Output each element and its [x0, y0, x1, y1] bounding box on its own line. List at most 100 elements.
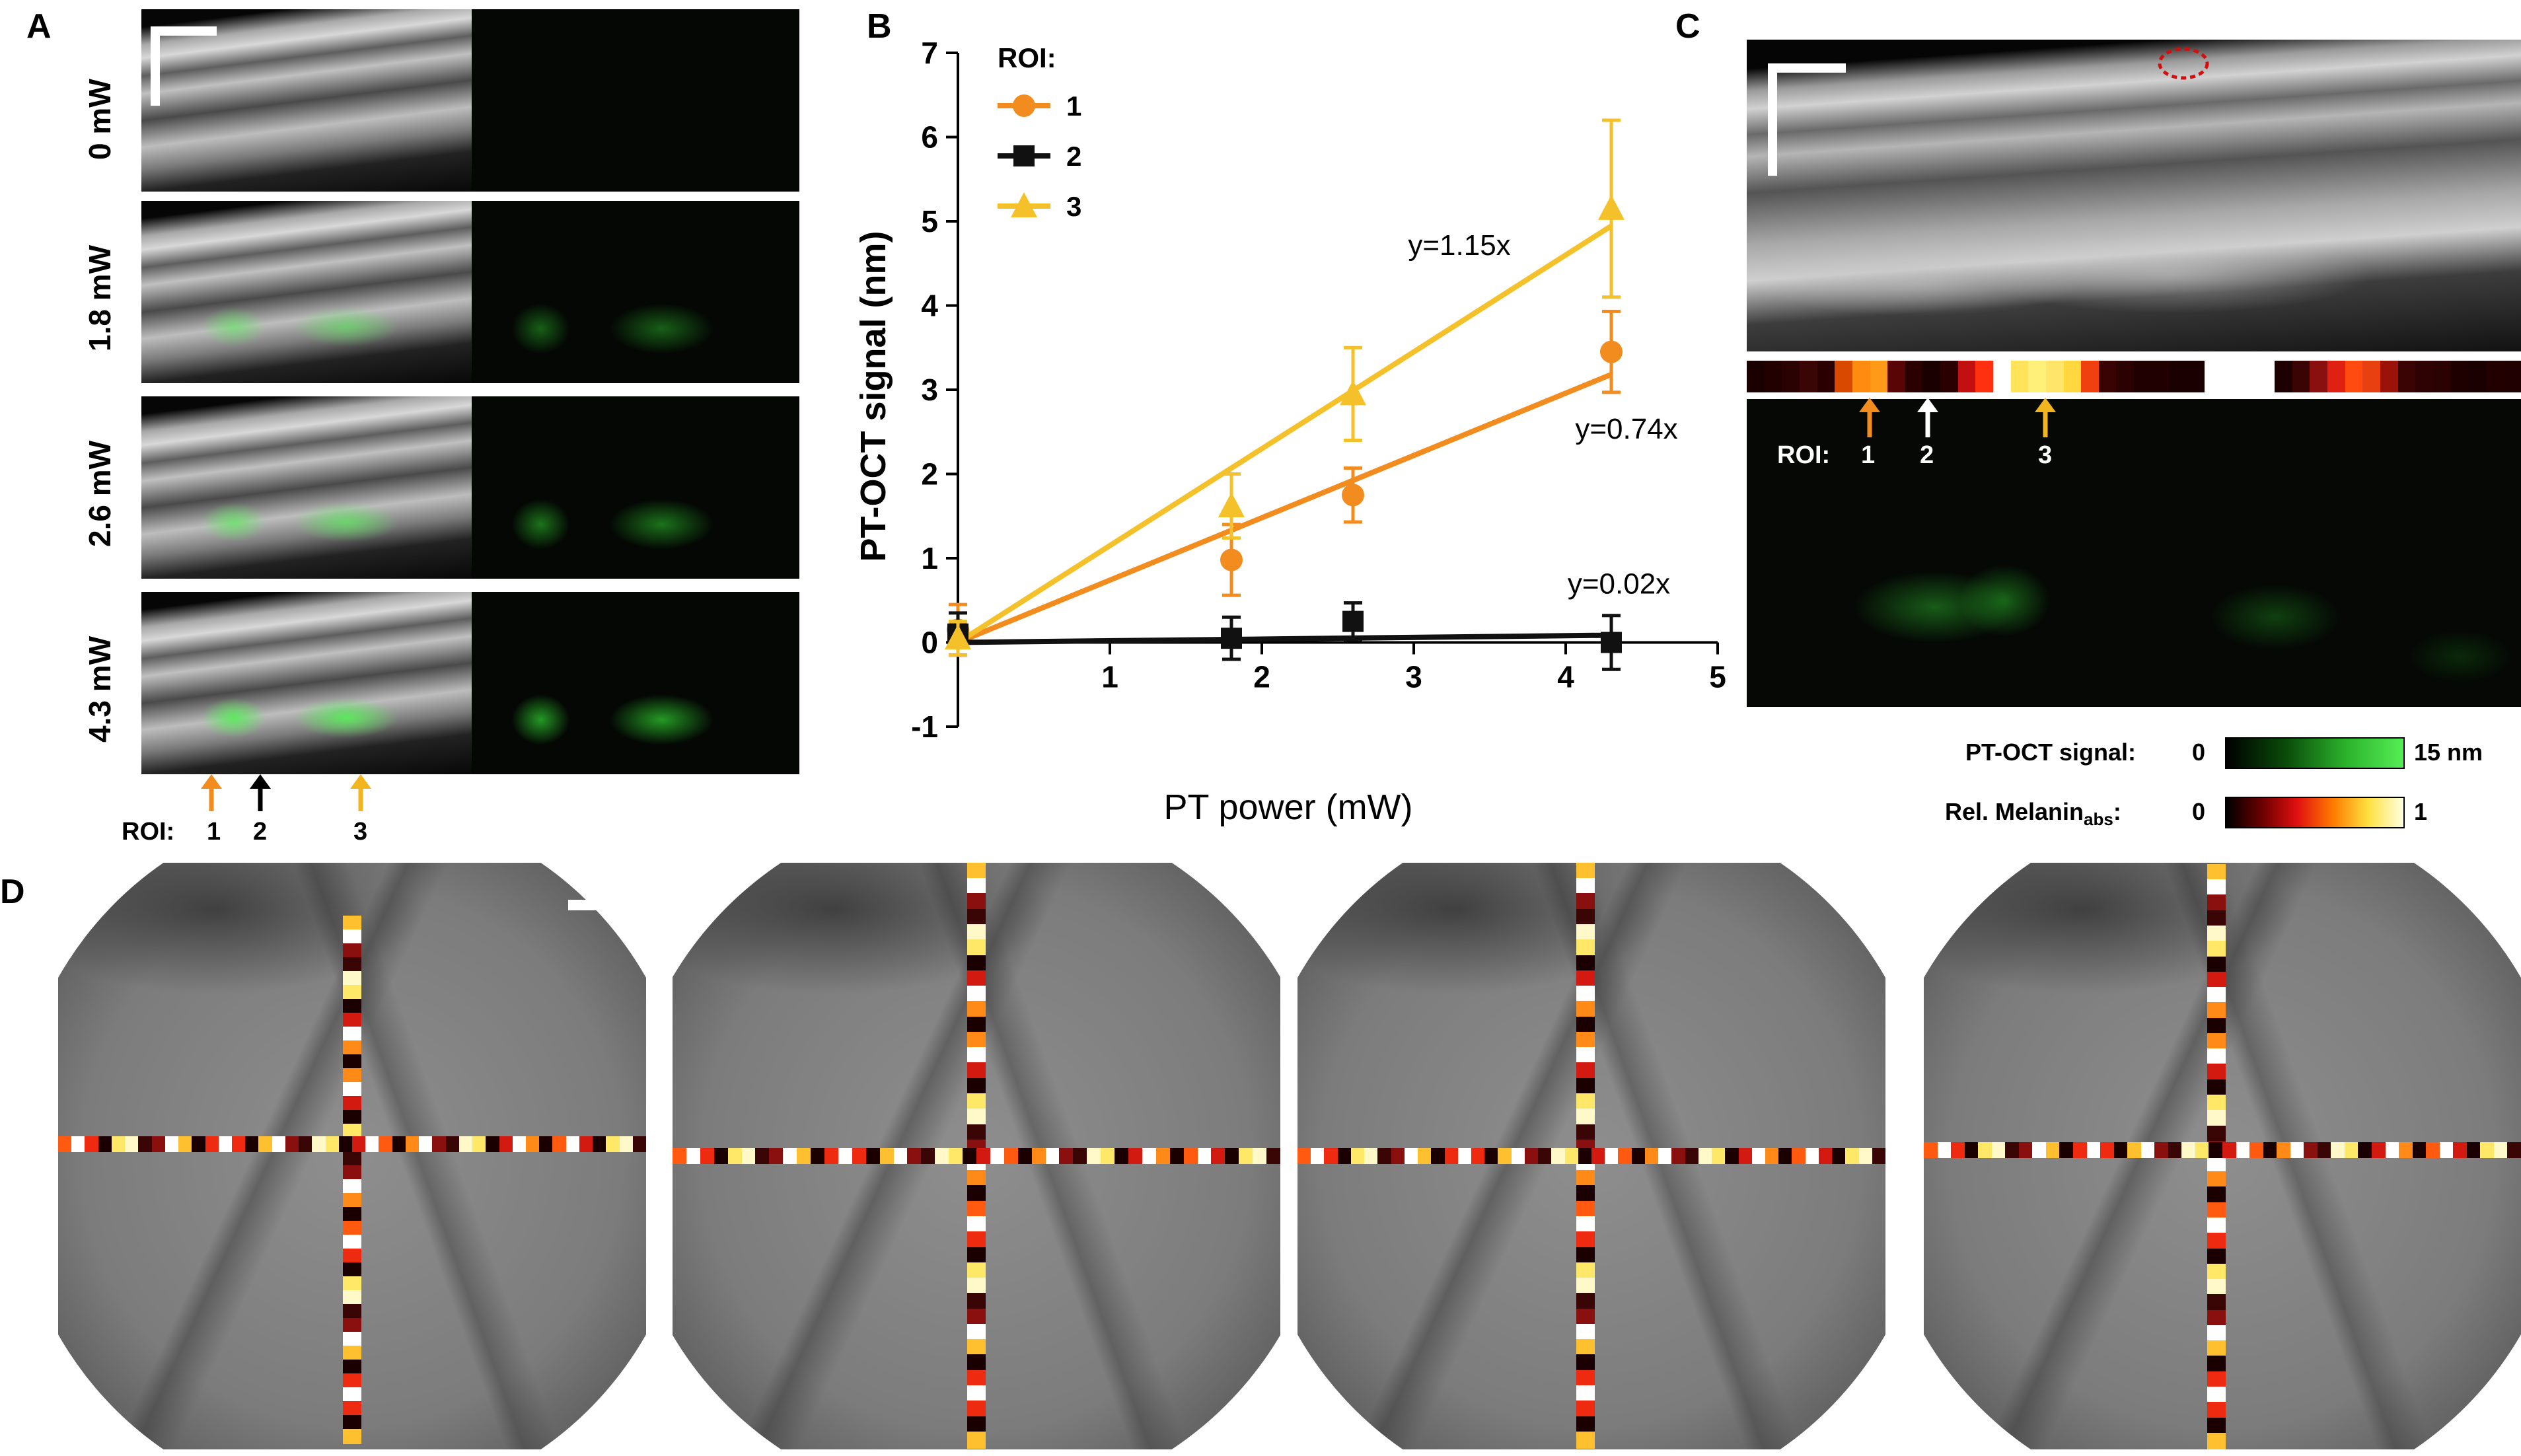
legend-entry-3: 3 [998, 191, 1081, 222]
x-tick-label: 2 [1253, 660, 1270, 694]
melanin-vertical-line [1576, 863, 1595, 1449]
oct-structural-image [141, 592, 472, 774]
y-tick-label: 2 [921, 457, 938, 491]
scale-bar [151, 26, 160, 106]
point-series-3 [1340, 346, 1366, 442]
ptoct-image [1747, 399, 2521, 707]
scale-bar [1768, 63, 1846, 73]
fundus-image [1924, 863, 2521, 1449]
roi-prefix: ROI: [1777, 441, 1831, 469]
ptoct-signal-image [472, 396, 799, 579]
x-tick-label: 4 [1557, 660, 1574, 694]
x-tick-label: 3 [1405, 660, 1422, 694]
scale-bar [1768, 63, 1777, 176]
roi-arrow [350, 774, 371, 811]
ptoct-signal-image [472, 201, 799, 383]
melanin-vertical-line [343, 916, 361, 1445]
oct-structural-image [141, 201, 472, 383]
legend-entry-2: 2 [998, 141, 1081, 172]
ptoct-signal-image [472, 592, 799, 774]
panel-c-label: C [1675, 7, 1700, 46]
ptoct-colorbar [2225, 737, 2405, 769]
panel-b-label: B [867, 7, 892, 46]
point-series-2 [1221, 615, 1242, 661]
melanin-strip [1747, 361, 2521, 392]
panel-a-roi-arrows [201, 774, 371, 811]
melanin-colorbar-min: 0 [2192, 798, 2206, 825]
legend-entry-1: 1 [998, 91, 1081, 122]
oct-structural-image [141, 9, 472, 192]
pt-power-label: 2.6 mW [83, 440, 117, 547]
melanin-colorbar-label: Rel. Melaninabs: [1945, 798, 2121, 830]
y-tick-label: 7 [921, 36, 938, 70]
panel-a-label: A [26, 7, 52, 46]
y-axis-label: PT-OCT signal (nm) [854, 231, 893, 562]
melanin-colorbar-max: 1 [2414, 798, 2428, 825]
x-tick-label: 5 [1709, 660, 1726, 694]
fit-label-series-3: y=1.15x [1408, 229, 1510, 262]
melanin-horizontal-line [1924, 1142, 2521, 1159]
roi-arrow [250, 774, 271, 811]
melanin-colorbar [2225, 797, 2405, 828]
panel-d-label: D [0, 873, 25, 911]
melanin-horizontal-line [673, 1148, 1280, 1164]
ptoct-colorbar-label: PT-OCT signal: [1965, 739, 2137, 766]
legend-label: 3 [1066, 191, 1081, 222]
point-series-1 [1220, 523, 1243, 597]
fundus-image [673, 863, 1280, 1449]
ptoct-signal-image [472, 9, 799, 192]
legend-label: 2 [1066, 141, 1081, 172]
oct-bscan-image [1747, 40, 2521, 351]
legend-label: 1 [1066, 91, 1081, 122]
roi-arrow [1917, 398, 1938, 437]
scale-bar [151, 26, 217, 36]
panel-c-roi-arrows [1859, 398, 2056, 437]
melanin-horizontal-line [58, 1136, 646, 1153]
y-tick-label: 4 [921, 289, 938, 323]
pt-power-label: 1.8 mW [83, 244, 117, 351]
point-series-3 [1598, 118, 1625, 299]
pt-power-label: 0 mW [83, 79, 117, 160]
chart-b: -1 0 1 2 3 4 5 6 7 1 2 3 4 5 y=0.74x y=0.02x y=1.15x RO… [854, 36, 1726, 827]
fundus-image [58, 863, 646, 1449]
oct-structural-image [141, 396, 472, 579]
y-tick-label: -1 [911, 710, 938, 744]
y-tick-label: 3 [921, 373, 938, 407]
point-series-2 [1342, 601, 1364, 642]
y-tick-label: 5 [921, 204, 938, 238]
roi-arrow [1859, 398, 1880, 437]
melanin-horizontal-line [1297, 1148, 1885, 1164]
fit-line-series-3 [956, 223, 1613, 645]
target-ellipse [2158, 47, 2209, 80]
y-tick-label: 6 [921, 120, 938, 155]
scale-bar [568, 900, 629, 910]
y-tick-label: 0 [921, 626, 938, 660]
fit-line-series-2 [957, 632, 1612, 645]
roi-prefix: ROI: [122, 818, 175, 846]
point-series-3 [1218, 472, 1245, 540]
roi-label-1: 1 [1861, 441, 1876, 469]
fit-label-series-2: y=0.02x [1568, 568, 1670, 601]
fit-label-series-1: y=0.74x [1575, 413, 1677, 445]
y-tick-label: 1 [921, 541, 938, 575]
point-series-1 [1600, 309, 1623, 394]
roi-arrow [2035, 398, 2056, 437]
fundus-image [1297, 863, 1885, 1449]
melanin-vertical-line [967, 863, 986, 1449]
roi-arrow [201, 774, 222, 811]
melanin-vertical-line [2207, 864, 2226, 1449]
ptoct-colorbar-max: 15 nm [2414, 739, 2483, 766]
roi-label-1: 1 [207, 818, 221, 846]
roi-label-3: 3 [353, 818, 368, 846]
x-axis-label: PT power (mW) [1163, 787, 1412, 827]
point-series-3 [945, 620, 971, 657]
point-series-1 [1342, 466, 1364, 524]
roi-label-2: 2 [253, 818, 268, 846]
ptoct-colorbar-min: 0 [2192, 739, 2206, 766]
legend-title: ROI: [998, 42, 1056, 73]
roi-label-2: 2 [1920, 441, 1934, 469]
point-series-2 [1601, 614, 1622, 671]
x-tick-label: 1 [1101, 660, 1118, 694]
pt-power-label: 4.3 mW [83, 636, 117, 743]
roi-label-3: 3 [2038, 441, 2053, 469]
